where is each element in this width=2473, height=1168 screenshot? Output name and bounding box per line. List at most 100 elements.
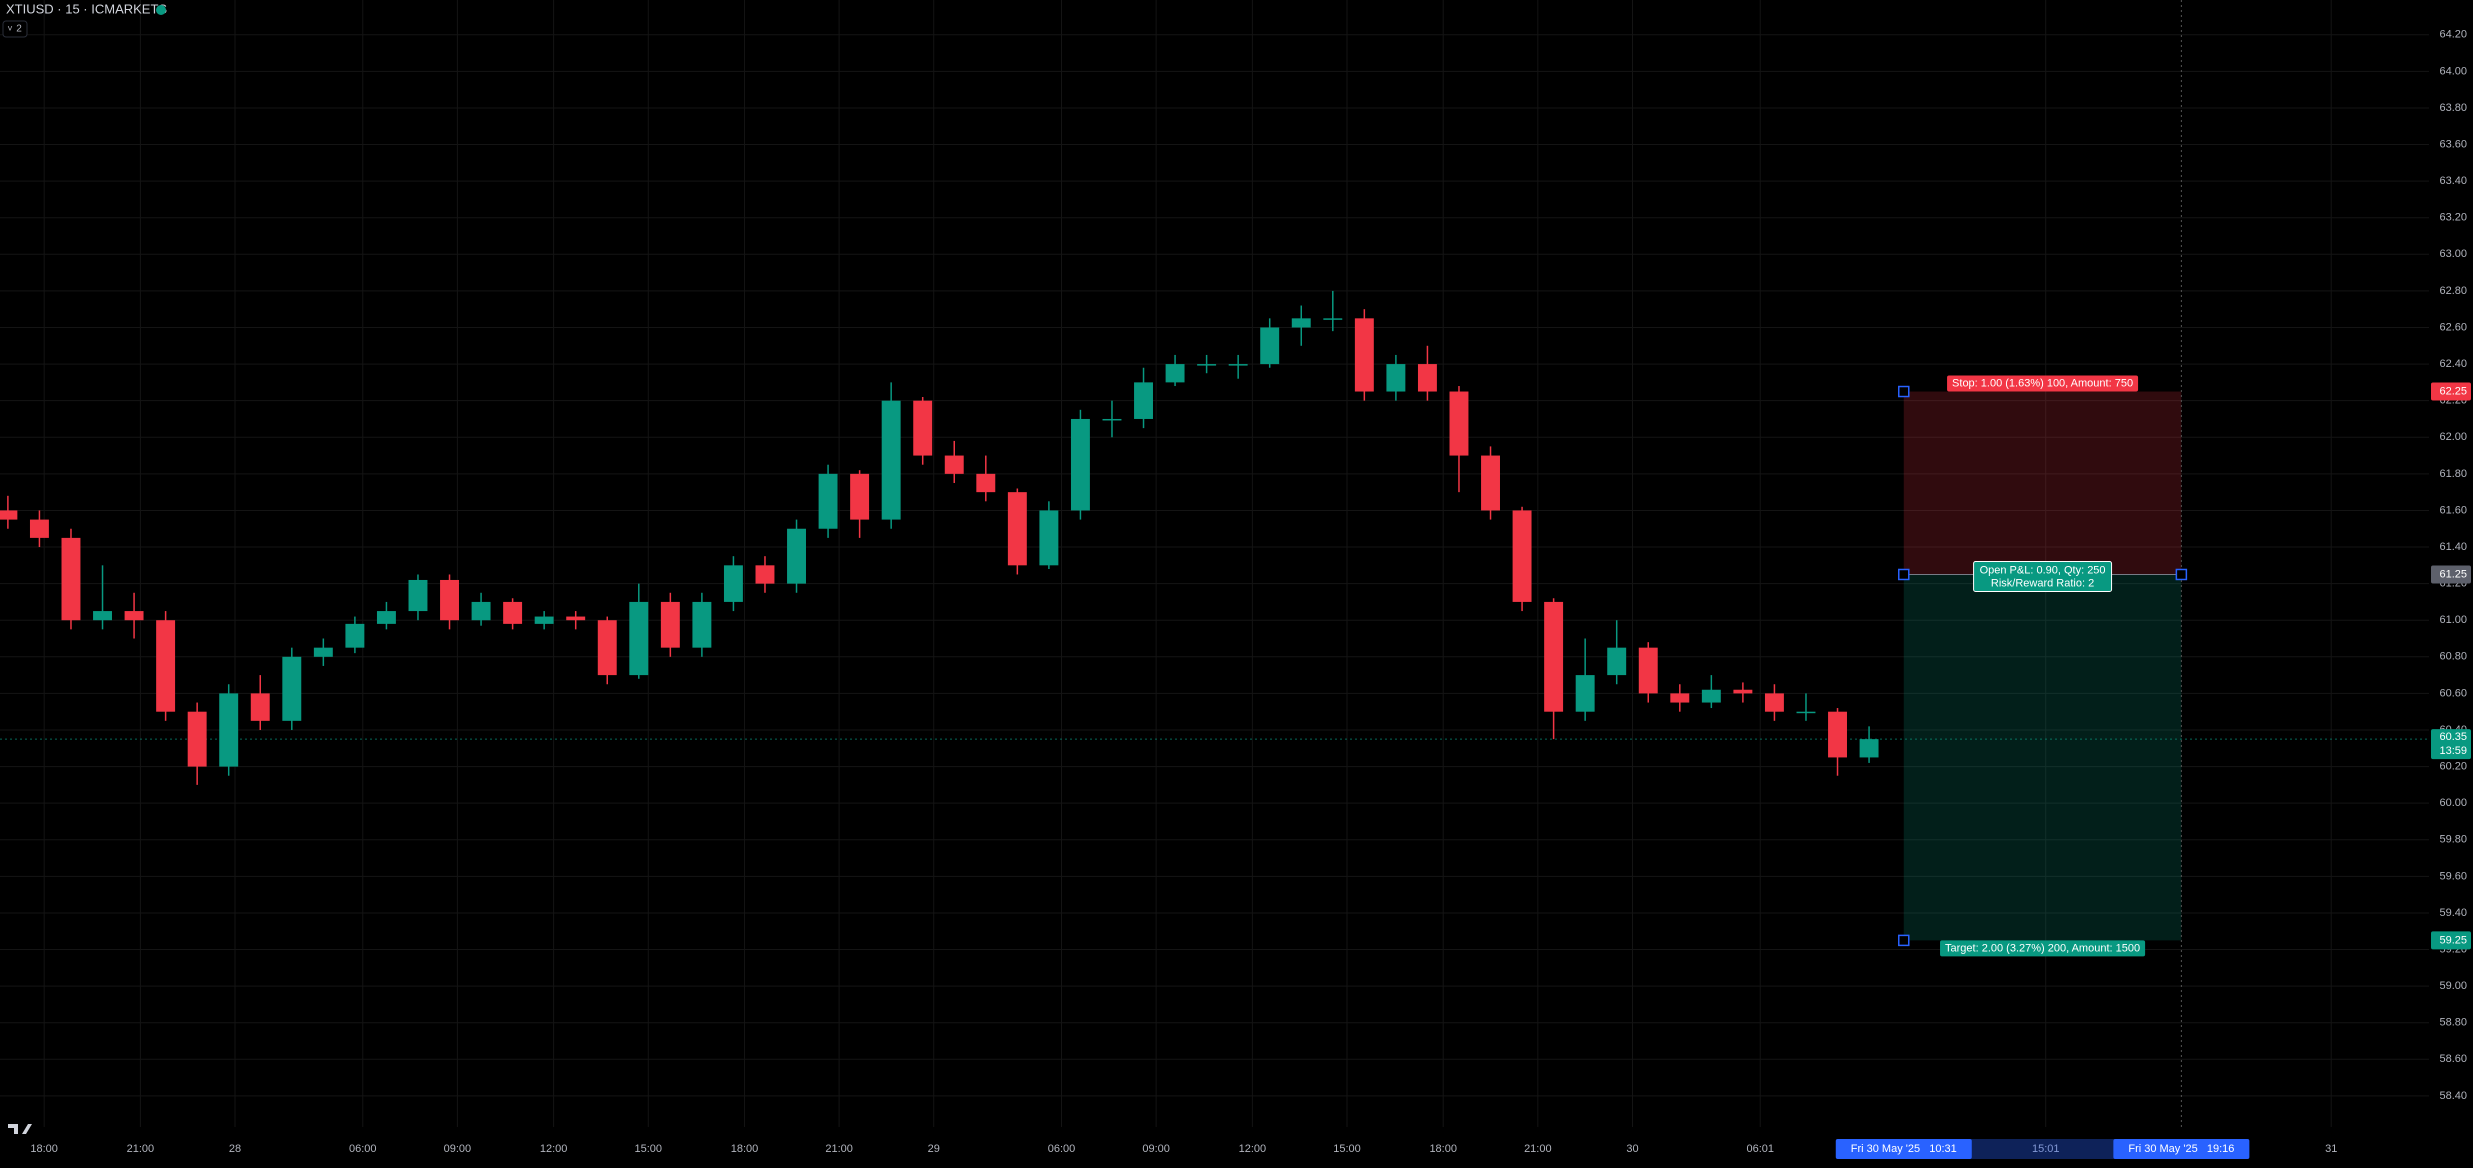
candle-body (1354, 318, 1374, 392)
last-price-badge-bg (2431, 729, 2471, 760)
candle-body (124, 611, 144, 621)
x-tick-label: 18:00 (731, 1143, 759, 1155)
x-tick-label: 30 (1626, 1143, 1638, 1155)
candle-body (440, 579, 459, 621)
status-dot (156, 5, 166, 15)
candle-body (1733, 689, 1753, 694)
y-tick-label: 63.40 (2439, 175, 2467, 187)
candle-body (1796, 711, 1816, 714)
candle-body (1764, 693, 1784, 712)
y-tick-label: 59.40 (2439, 907, 2467, 919)
candle-body (1386, 364, 1406, 392)
candle-body (1828, 711, 1847, 758)
countdown: 13:59 (2439, 745, 2467, 757)
candle-body (1102, 418, 1122, 421)
candle-body (755, 565, 775, 584)
x-tick-label: 28 (229, 1143, 241, 1155)
y-tick-label: 64.00 (2439, 65, 2467, 77)
x-tick-label: 06:00 (349, 1143, 377, 1155)
candle-body (93, 611, 112, 621)
handle[interactable] (2175, 568, 2188, 581)
y-tick-label: 59.80 (2439, 834, 2467, 846)
candle-body (1134, 382, 1153, 419)
candle-body (1638, 647, 1658, 694)
candle-body (1544, 601, 1564, 712)
candle-body (913, 400, 933, 456)
handle[interactable] (1898, 568, 1910, 581)
logo (8, 1124, 32, 1134)
handle[interactable] (1898, 934, 1910, 947)
candle-body (1228, 364, 1248, 366)
stop-zone (1903, 391, 2182, 575)
candle-body (408, 579, 428, 612)
candle-body (1449, 391, 1469, 456)
candle-body (723, 565, 743, 602)
y-tick-label: 60.80 (2439, 651, 2467, 663)
y-tick-label: 64.20 (2439, 29, 2467, 41)
candle-body (471, 601, 491, 621)
y-tick-label: 61.80 (2439, 468, 2467, 480)
candle-body (1197, 364, 1217, 366)
ratio-label: Risk/Reward Ratio: 2 (1991, 577, 2094, 589)
x-tick-label: 21:00 (1524, 1143, 1552, 1155)
candle-body (660, 601, 680, 648)
candle-body (1007, 492, 1027, 566)
candle-body (156, 620, 176, 712)
candle-body (850, 473, 870, 520)
candle-body (818, 473, 838, 529)
x-tick-label: 15:00 (634, 1143, 662, 1155)
price-axis (2429, 0, 2473, 1168)
last-price-badge: 60.35 (2439, 731, 2467, 743)
candle-body (597, 620, 617, 676)
y-tick-label: 61.60 (2439, 504, 2467, 516)
candle-body (629, 601, 649, 676)
stop-label-bg (1947, 375, 2139, 392)
y-tick-label: 63.80 (2439, 102, 2467, 114)
candle-body (1070, 418, 1090, 511)
x-tick-label: 12:00 (540, 1143, 568, 1155)
y-tick-label: 59.60 (2439, 870, 2467, 882)
target-label-bg (1940, 940, 2146, 957)
target-zone (1903, 574, 2182, 941)
y-tick-label: 62.00 (2439, 431, 2467, 443)
y-tick-label: 58.40 (2439, 1090, 2467, 1102)
candle-body (1417, 364, 1437, 392)
candle-body (1481, 455, 1500, 511)
x-tick-label: 29 (928, 1143, 940, 1155)
candle-body (881, 400, 901, 520)
y-tick-label: 63.20 (2439, 212, 2467, 224)
stop-label: Stop: 1.00 (1.63%) 100, Amount: 750 (1952, 377, 2133, 389)
y-tick-label: 58.60 (2439, 1053, 2467, 1065)
time-range (1903, 1139, 2182, 1159)
candle-body (0, 510, 18, 520)
stop-price-badge: 62.25 (2439, 385, 2467, 397)
x-tick-label: 09:00 (1142, 1143, 1170, 1155)
target-label: Target: 2.00 (3.27%) 200, Amount: 1500 (1945, 942, 2140, 954)
candle-body (566, 616, 586, 621)
candle-body (534, 616, 554, 624)
collapse-button[interactable]: 2 (16, 24, 22, 35)
candle-body (376, 611, 396, 624)
pnl-label: Open P&L: 0.90, Qty: 250 (1980, 564, 2106, 576)
collapse-button-bg[interactable] (2, 20, 28, 38)
handle[interactable] (1898, 385, 1910, 398)
candle-body (1291, 318, 1311, 328)
candle-body (1607, 647, 1627, 676)
target-price-badge-bg (2431, 931, 2471, 950)
y-tick-label: 62.80 (2439, 285, 2467, 297)
x-tick-label: 31 (2325, 1143, 2337, 1155)
x-tick-label: 18:00 (30, 1143, 58, 1155)
candle-body (1859, 739, 1879, 758)
candle-body (1165, 364, 1185, 383)
end-time-badge: Fri 30 May '25 19:16 (2128, 1143, 2234, 1155)
candle-body (1701, 689, 1721, 703)
candle-body (1670, 693, 1690, 703)
symbol-title: XTIUSD · 15 · ICMARKETS (6, 1, 167, 16)
end-time-badge-bg (2113, 1139, 2250, 1159)
x-tick-label: 12:00 (1239, 1143, 1267, 1155)
x-tick-label: 21:00 (825, 1143, 853, 1155)
candle-body (29, 519, 49, 538)
candle-body (61, 537, 81, 621)
stop-price-badge-bg (2431, 382, 2471, 401)
